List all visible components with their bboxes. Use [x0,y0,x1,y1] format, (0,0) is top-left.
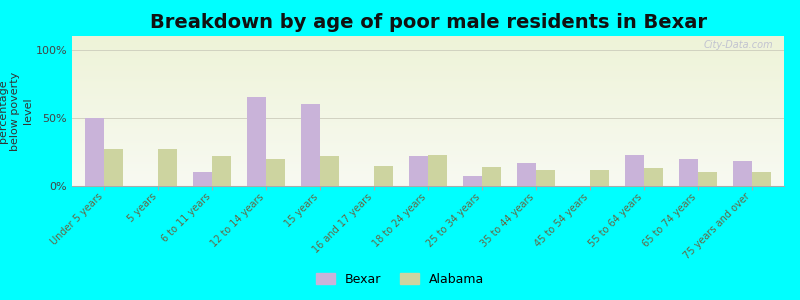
Bar [698,172,717,186]
Bar [302,104,320,186]
Bar [247,98,266,186]
Bar [590,169,609,186]
Bar [463,176,482,186]
Bar [266,159,285,186]
Legend: Bexar, Alabama: Bexar, Alabama [311,268,489,291]
Bar [212,156,231,186]
Bar [409,156,428,186]
Bar [644,168,662,186]
Bar [625,154,644,186]
Bar [733,161,752,186]
Bar [752,172,770,186]
Bar [428,154,447,186]
Bar [104,149,123,186]
Bar [374,166,393,186]
Title: Breakdown by age of poor male residents in Bexar: Breakdown by age of poor male residents … [150,13,706,32]
Bar [158,149,177,186]
Bar [536,169,554,186]
Y-axis label: percentage
below poverty
level: percentage below poverty level [0,71,33,151]
Bar [320,156,339,186]
Bar [194,172,212,186]
Bar [482,167,501,186]
Bar [517,163,536,186]
Bar [86,118,104,186]
Text: City-Data.com: City-Data.com [704,40,774,50]
Bar [679,159,698,186]
